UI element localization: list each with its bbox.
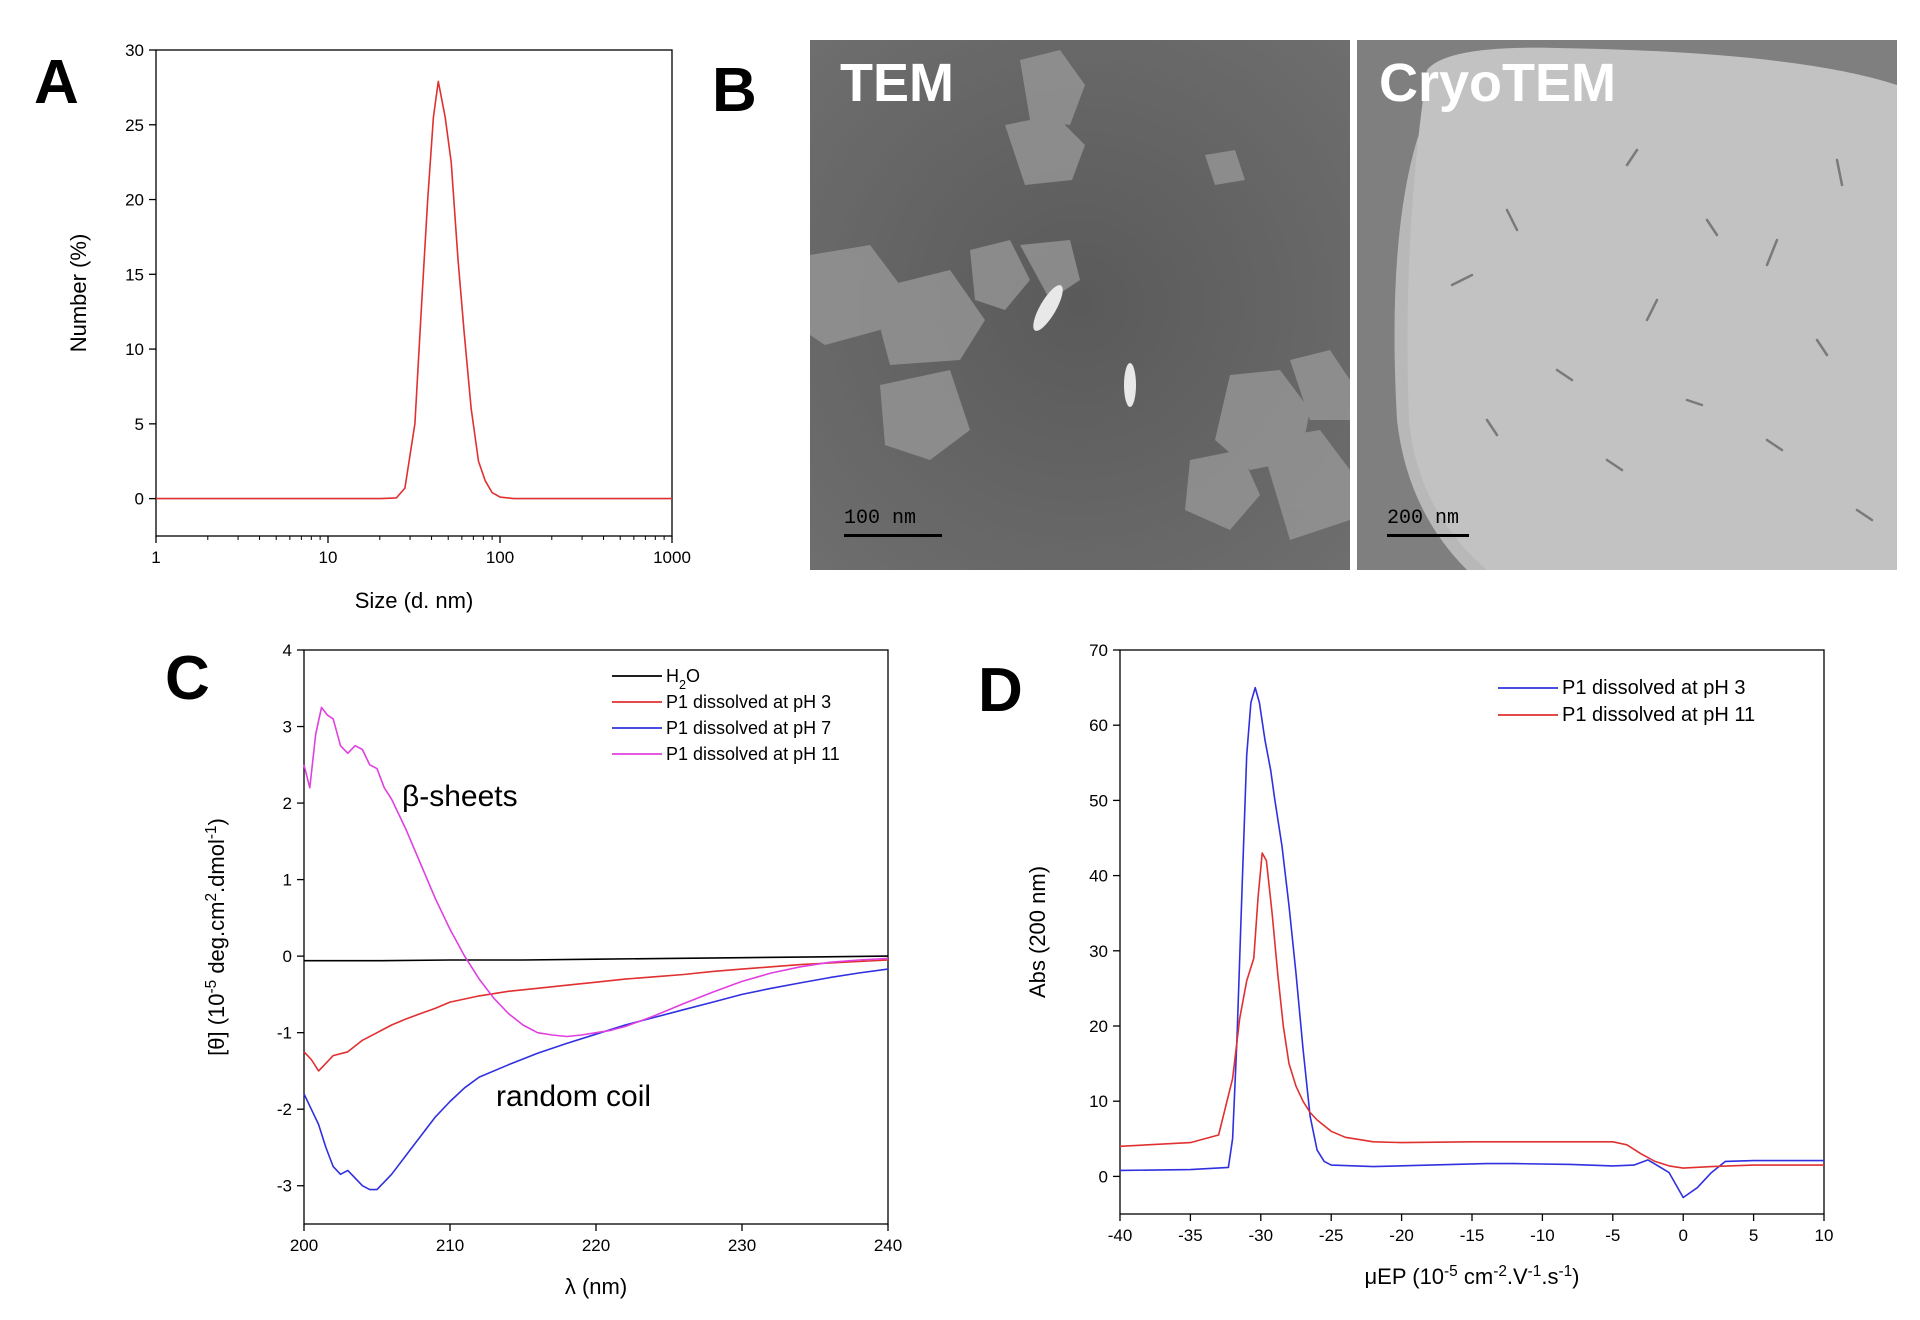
tem-scale-label: 100 nm [844,507,917,530]
series-line-3 [303,968,889,1191]
panel-letter-d: D [978,656,1023,725]
plot-area-d: -40 -35 -30 -25 -20 -15 -10 -5 0 5 10 0 10 20 30 40 50 60… [1025,641,1833,1289]
series-line-2 [303,959,889,1072]
cryotem-micrograph: CryoTEM 200 nm [1357,40,1897,570]
annotation-label: β-sheets [402,780,518,813]
x-tick-label: -40 [1108,1226,1133,1245]
x-tick-label: 1000 [653,548,691,567]
series-line-1 [304,955,889,962]
annotation-label: random coil [496,1080,651,1113]
series-line-2 [1119,852,1824,1169]
tem-scale-bar [844,534,942,537]
plot-area-c: 200 210 220 230 240 -3 -2 -1 0 1 2 3 4 λ (nm) [θ] (10-… [203,641,903,1299]
x-tick-label: 230 [728,1236,756,1255]
x-tick-label: -30 [1249,1226,1274,1245]
y-axis-label: Number (%) [66,234,91,353]
tem-image [810,40,1350,570]
legend-entry: P1 dissolved at pH 3 [1562,677,1745,699]
x-tick-label: -20 [1389,1226,1414,1245]
y-tick-label: 2 [283,794,292,813]
x-tick-label: 10 [1815,1226,1834,1245]
y-tick-label: 3 [283,718,292,737]
y-tick-label: 30 [125,41,144,60]
cryotem-label: CryoTEM [1379,53,1617,113]
y-tick-label: 25 [125,116,144,135]
panel-letter-a: A [34,48,79,117]
cryotem-image [1357,40,1897,570]
y-tick-label: 10 [1089,1092,1108,1111]
y-tick-label: 40 [1089,867,1108,886]
y-tick-label: -3 [277,1177,292,1196]
y-tick-label: 20 [1089,1017,1108,1036]
y-tick-label: 30 [1089,942,1108,961]
legend-entry: P1 dissolved at pH 7 [666,718,831,738]
x-tick-label: -10 [1530,1226,1555,1245]
panel-letter-b: B [712,56,757,125]
plot-frame [1119,649,1825,1215]
y-tick-label: 0 [135,490,144,509]
legend-entry: P1 dissolved at pH 3 [666,692,831,712]
tem-micrograph: TEM 100 nm [810,40,1350,570]
series-line-1 [156,80,672,500]
legend-entry: P1 dissolved at pH 11 [1562,704,1755,726]
y-tick-label: 15 [125,265,144,284]
x-tick-label: -5 [1605,1226,1620,1245]
x-axis-label: λ (nm) [565,1274,627,1299]
series-line-4 [303,706,889,1038]
tem-label: TEM [840,53,954,113]
x-tick-label: 100 [486,548,514,567]
x-tick-label: 220 [582,1236,610,1255]
x-axis-label: Size (d. nm) [355,588,474,613]
x-tick-label: 200 [290,1236,318,1255]
plot-area-a: 1 10 100 1000 0 5 10 15 20 25 30 Size (d. nm) Number… [66,41,691,613]
x-tick-label: -15 [1460,1226,1485,1245]
y-tick-label: -2 [277,1100,292,1119]
x-tick-label: -35 [1178,1226,1203,1245]
series-line-1 [1119,686,1824,1199]
y-tick-label: 4 [283,641,292,660]
x-tick-label: 0 [1678,1226,1687,1245]
y-tick-label: 5 [135,415,144,434]
y-axis-label: Abs (200 nm) [1025,866,1050,998]
y-tick-label: 10 [125,340,144,359]
x-axis-label: μEP (10-5 cm-2.V-1.s-1) [1365,1263,1580,1290]
y-tick-label: 0 [1099,1167,1108,1186]
cryotem-scale-bar [1387,534,1469,537]
x-tick-label: 210 [436,1236,464,1255]
y-axis-label: [θ] (10-5 deg.cm2.dmol-1) [203,818,230,1056]
y-tick-label: -1 [277,1024,292,1043]
y-tick-label: 0 [283,947,292,966]
y-tick-label: 60 [1089,716,1108,735]
y-tick-label: 70 [1089,641,1108,660]
x-tick-label: -25 [1319,1226,1344,1245]
panel-letter-c: C [165,644,210,713]
x-tick-label: 10 [319,548,338,567]
legend-entry: H2O [666,666,700,692]
x-tick-label: 1 [151,548,160,567]
y-tick-label: 20 [125,191,144,210]
legend-entry: P1 dissolved at pH 11 [666,744,840,764]
y-tick-label: 1 [283,871,292,890]
cryotem-scale-label: 200 nm [1387,507,1460,530]
plot-frame [155,49,673,537]
y-tick-label: 50 [1089,791,1108,810]
x-tick-label: 240 [874,1236,902,1255]
x-tick-label: 5 [1749,1226,1758,1245]
